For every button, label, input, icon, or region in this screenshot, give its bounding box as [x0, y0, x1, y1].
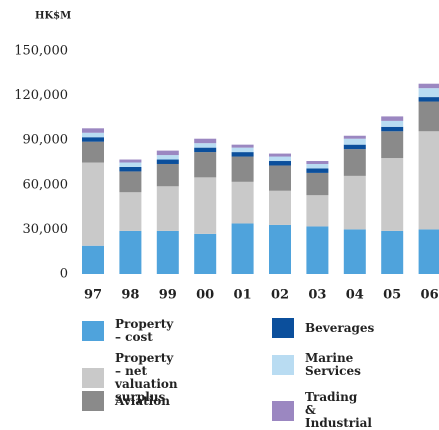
bar-segment [231, 156, 254, 182]
legend-label: Property – net valuation surplus [115, 351, 178, 404]
bar-segment [194, 143, 217, 148]
bar-segment [343, 149, 366, 176]
x-tick-label: 02 [271, 288, 289, 303]
bar-segment [119, 171, 142, 193]
bar-segment [194, 177, 217, 234]
bar-segment [156, 230, 179, 274]
bar-segment [306, 195, 329, 227]
bar-segment [306, 168, 329, 173]
legend-label: Property – cost [115, 317, 174, 344]
legend-label: Marine Services [305, 351, 361, 378]
bar-segment [381, 126, 404, 132]
bar-segment [82, 132, 104, 138]
bar-segment [231, 144, 254, 148]
legend-label: Aviation [115, 393, 170, 408]
bar-segment [119, 192, 142, 231]
x-tick-label: 98 [121, 288, 139, 303]
bar-segment [231, 152, 254, 157]
bar-segment [269, 165, 291, 191]
bar-segment [269, 190, 291, 225]
bar-segment [269, 153, 291, 157]
bar-segment [156, 163, 179, 187]
bar-segment [156, 186, 179, 231]
bar-segment [343, 138, 366, 145]
bar-segment [156, 155, 179, 160]
bar-segment [381, 116, 404, 121]
bar-segment [306, 163, 329, 169]
bar-segment [82, 245, 104, 274]
bar-segment [418, 97, 439, 102]
legend-swatch [82, 391, 104, 411]
legend-item: Beverages [272, 318, 374, 338]
y-tick-label: 120,000 [14, 88, 68, 103]
bar-segment [119, 166, 142, 172]
bar-segment [306, 161, 329, 164]
bar-segment [156, 159, 179, 164]
legend-item: Aviation [82, 391, 170, 411]
x-tick-label: 97 [84, 288, 102, 303]
bar-segment [194, 147, 217, 153]
bar-segment [194, 233, 217, 274]
bar-segment [194, 138, 217, 144]
bar-segment [381, 230, 404, 274]
bar-segment [343, 229, 366, 274]
bar-segment [306, 172, 329, 196]
bar-segment [194, 152, 217, 178]
bar-segment [269, 161, 291, 166]
y-tick-label: 30,000 [23, 222, 69, 237]
legend-swatch [272, 400, 294, 421]
bar-segment [119, 162, 142, 167]
y-tick-label: 60,000 [23, 177, 69, 192]
bar-segment [381, 131, 404, 159]
bar-segment [231, 147, 254, 153]
legend-item: Property – cost [82, 318, 173, 344]
bar-segment [82, 162, 104, 246]
bar-segment [343, 135, 366, 139]
legend-item: Trading & Industrial [272, 391, 372, 430]
bar-segment [119, 230, 142, 274]
legend-item: Property – net valuation surplus [82, 352, 178, 404]
bar-segment [418, 229, 439, 274]
y-tick-label: 150,000 [14, 44, 68, 59]
legend-swatch [82, 368, 104, 388]
y-tick-label: 90,000 [23, 133, 69, 148]
legend-swatch [82, 321, 104, 341]
y-tick-label: 0 [60, 267, 68, 282]
bar-segment [418, 83, 439, 89]
bar-segment [82, 128, 104, 133]
x-tick-label: 06 [421, 288, 439, 303]
bar-segment [156, 150, 179, 156]
x-tick-label: 00 [196, 288, 214, 303]
bar-segment [269, 224, 291, 274]
chart: HK$M 0 30,000 60,000 90,000 120,000 150,000 97… [14, 11, 439, 303]
bar-segment [119, 159, 142, 163]
legend-swatch [272, 318, 294, 338]
legend-swatch [272, 355, 294, 375]
bar-segment [82, 137, 104, 142]
bar-segment [231, 181, 254, 224]
legend-item: Marine Services [272, 352, 361, 378]
bar-segment [269, 156, 291, 162]
y-unit: HK$M [35, 11, 71, 22]
bar-segment [381, 158, 404, 231]
legend-label: Beverages [305, 320, 375, 335]
page: {"chart_data": { "type": "stacked_bar", … [14, 10, 439, 430]
x-tick-label: 05 [383, 288, 401, 303]
x-tick-label: 01 [234, 288, 252, 303]
bar-segment [343, 144, 366, 150]
bar-segment [231, 223, 254, 274]
bar-segment [418, 131, 439, 230]
bar-segment [343, 175, 366, 230]
bar-segment [381, 120, 404, 127]
bar-segment [82, 141, 104, 163]
x-tick-label: 99 [159, 288, 177, 303]
x-tick-label: 04 [346, 288, 364, 303]
legend-label: Trading & Industrial [305, 390, 372, 430]
bar-segment [418, 101, 439, 132]
bar-segment [306, 226, 329, 274]
x-tick-label: 03 [308, 288, 326, 303]
bar-segment [418, 88, 439, 98]
